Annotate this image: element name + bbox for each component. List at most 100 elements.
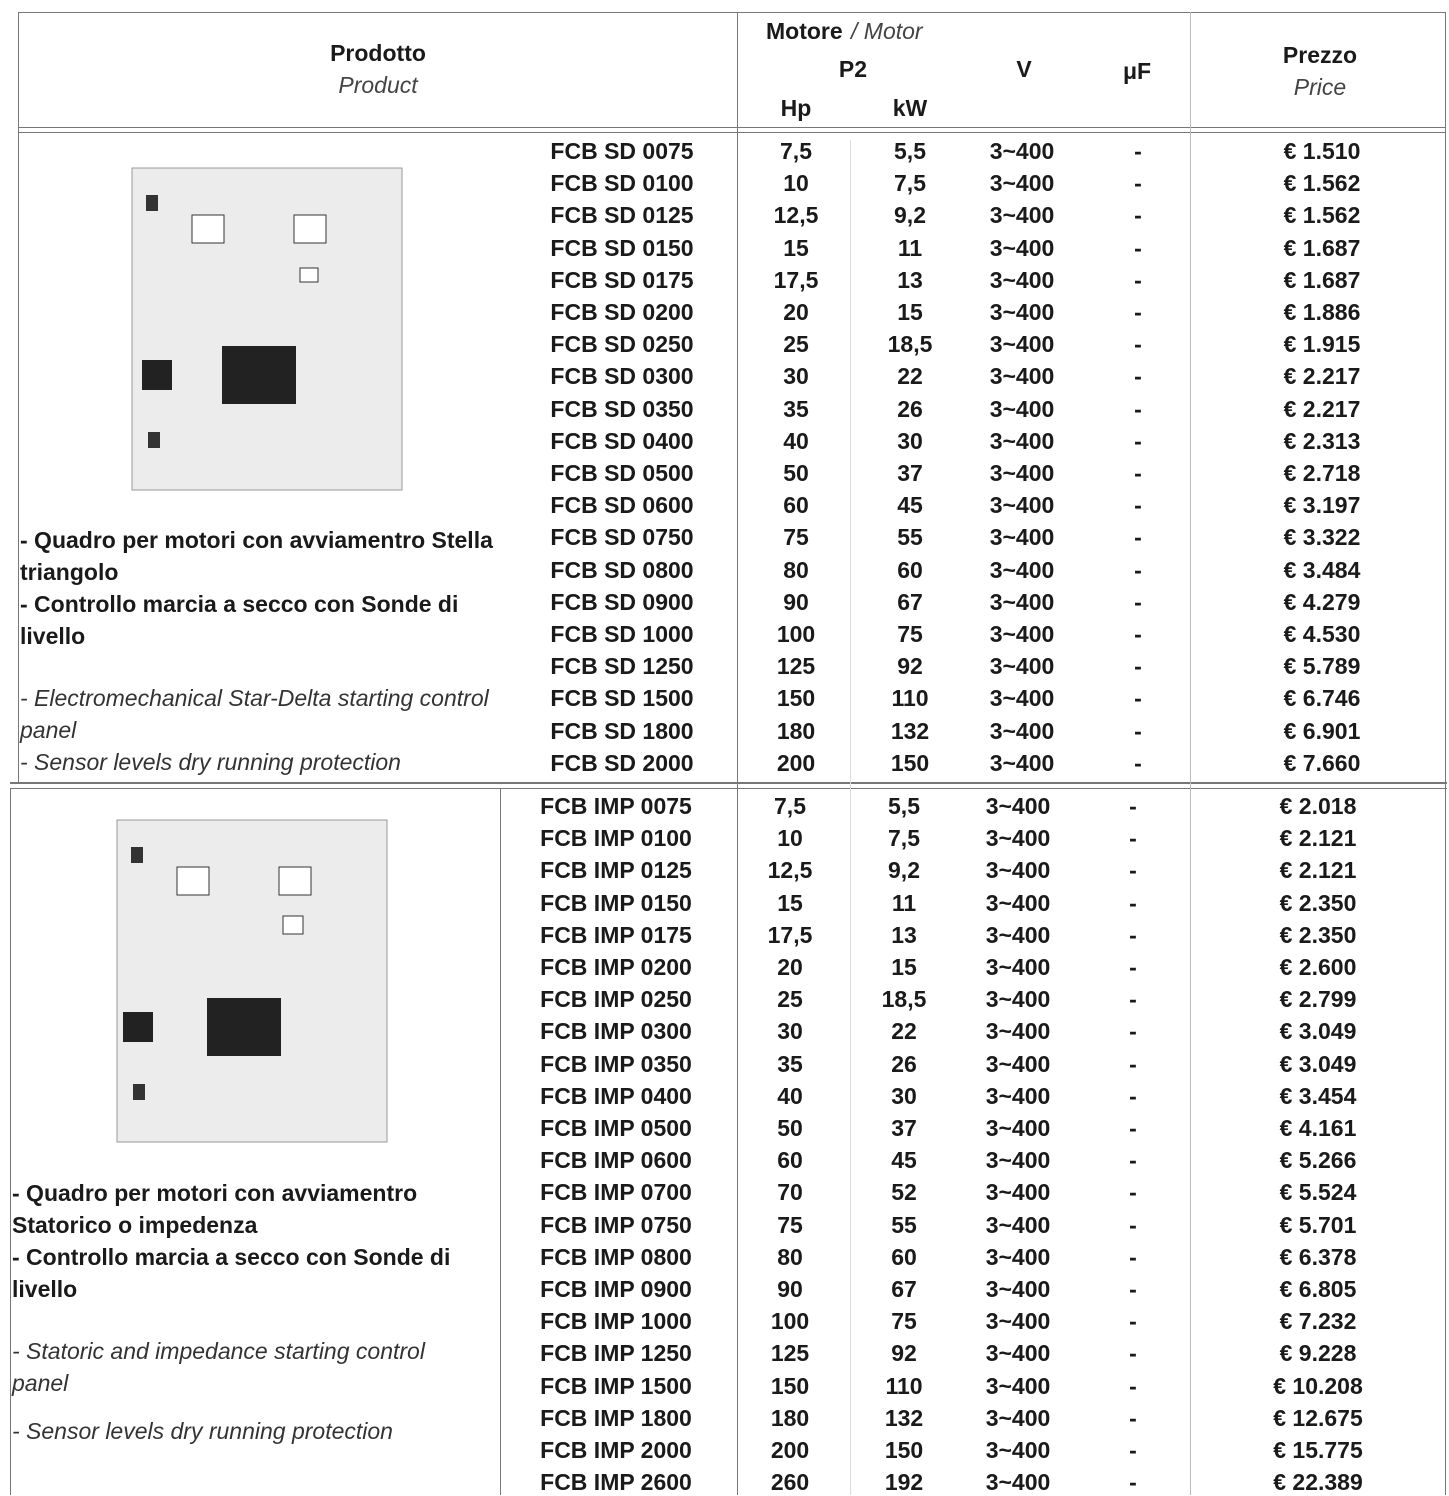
price: € 1.562 (1283, 202, 1361, 229)
header-v: V (1016, 56, 1032, 82)
product-code: FCB IMP 0600 (540, 1147, 692, 1174)
product-code: FCB SD 2000 (550, 749, 694, 776)
power-kw: 26 (897, 395, 923, 422)
voltage: 3~400 (985, 1308, 1051, 1335)
power-kw: 60 (891, 1243, 917, 1270)
price: € 4.530 (1283, 621, 1361, 647)
price: € 1.915 (1283, 331, 1361, 358)
power-hp: 125 (776, 653, 816, 680)
header-product: Prodotto (330, 40, 426, 66)
power-kw: 18,5 (887, 331, 933, 358)
description-it: - Controllo marcia a secco con Sonde di … (12, 1244, 451, 1302)
power-kw: 13 (897, 266, 923, 293)
capacitance: - (1129, 793, 1137, 819)
product-code: FCB SD 0125 (550, 202, 694, 229)
voltage: 3~400 (985, 1404, 1051, 1431)
voltage: 3~400 (985, 889, 1051, 916)
description-en: - Statoric and impedance starting contro… (12, 1338, 425, 1396)
capacitance: - (1134, 234, 1142, 261)
voltage: 3~400 (985, 857, 1051, 884)
product-code: FCB SD 1500 (550, 685, 694, 712)
capacitance: - (1134, 395, 1142, 422)
power-hp: 40 (777, 1082, 803, 1109)
capacitance: - (1129, 986, 1137, 1013)
voltage: 3~400 (985, 1147, 1051, 1174)
price: € 2.718 (1283, 460, 1361, 486)
product-code: FCB SD 0100 (550, 170, 694, 197)
price: € 5.266 (1279, 1147, 1357, 1174)
product-code: FCB IMP 0125 (540, 857, 692, 884)
header-price: Prezzo (1282, 42, 1358, 68)
panel-handle (123, 1012, 153, 1042)
voltage: 3~400 (989, 588, 1055, 615)
power-kw: 150 (884, 1437, 924, 1463)
voltage: 3~400 (985, 1437, 1051, 1463)
capacitance: - (1134, 299, 1142, 325)
panel (131, 167, 403, 491)
price: € 1.510 (1283, 138, 1361, 164)
product-code: FCB SD 0800 (550, 556, 694, 583)
power-kw: 15 (897, 299, 923, 325)
voltage: 3~400 (989, 138, 1055, 164)
product-code: FCB IMP 0150 (540, 889, 692, 916)
capacitance: - (1129, 1115, 1137, 1141)
capacitance: - (1134, 170, 1142, 197)
product-code: FCB SD 0600 (550, 492, 694, 519)
capacitance: - (1134, 717, 1142, 744)
capacitance: - (1129, 1469, 1137, 1496)
power-hp: 35 (777, 1050, 803, 1077)
power-hp: 200 (770, 1437, 810, 1463)
panel-meter (293, 214, 327, 244)
product-code: FCB SD 0350 (550, 395, 694, 422)
header-product-en: Product (338, 72, 418, 98)
power-hp: 20 (777, 954, 803, 980)
price: € 3.484 (1283, 556, 1361, 583)
power-hp: 125 (770, 1340, 810, 1367)
panel-switch (282, 915, 304, 935)
power-kw: 22 (897, 363, 923, 390)
price: € 12.675 (1273, 1404, 1363, 1431)
power-kw: 45 (897, 492, 923, 519)
voltage: 3~400 (989, 395, 1055, 422)
capacitance: - (1129, 1179, 1137, 1206)
panel-lamp (131, 847, 143, 863)
voltage: 3~400 (989, 685, 1055, 712)
power-kw: 13 (891, 921, 917, 948)
power-kw: 7,5 (894, 170, 926, 197)
product-code: FCB SD 0300 (550, 363, 694, 390)
capacitance: - (1134, 621, 1142, 647)
product-code: FCB IMP 0075 (540, 793, 692, 819)
price: € 5.701 (1279, 1211, 1357, 1238)
power-hp: 60 (777, 1147, 803, 1174)
power-kw: 15 (891, 954, 917, 980)
price: € 2.600 (1279, 954, 1357, 980)
power-kw: 22 (891, 1018, 917, 1045)
power-kw: 150 (890, 749, 930, 776)
rule (10, 788, 1447, 789)
capacitance: - (1134, 138, 1142, 164)
price: € 7.232 (1279, 1308, 1357, 1335)
panel-image (131, 167, 403, 491)
voltage: 3~400 (989, 331, 1055, 358)
price: € 3.197 (1283, 492, 1361, 519)
price: € 3.049 (1279, 1018, 1357, 1045)
voltage: 3~400 (989, 749, 1055, 776)
capacitance: - (1129, 1211, 1137, 1238)
description-en: - Sensor levels dry running protection (12, 1418, 393, 1444)
voltage: 3~400 (989, 492, 1055, 519)
price: € 6.805 (1279, 1276, 1357, 1302)
price: € 4.161 (1279, 1115, 1357, 1141)
power-hp: 180 (770, 1404, 810, 1431)
product-code: FCB IMP 0400 (540, 1082, 692, 1109)
capacitance: - (1134, 653, 1142, 680)
product-code: FCB IMP 0500 (540, 1115, 692, 1141)
header-price-en: Price (1293, 74, 1347, 100)
power-hp: 35 (783, 395, 809, 422)
power-kw: 7,5 (888, 825, 920, 852)
voltage: 3~400 (985, 954, 1051, 980)
power-kw: 30 (897, 427, 923, 454)
price: € 22.389 (1273, 1469, 1363, 1496)
header-uf: μF (1122, 58, 1152, 84)
voltage: 3~400 (989, 717, 1055, 744)
description-it: - Quadro per motori con avviamentro Stel… (20, 527, 493, 585)
